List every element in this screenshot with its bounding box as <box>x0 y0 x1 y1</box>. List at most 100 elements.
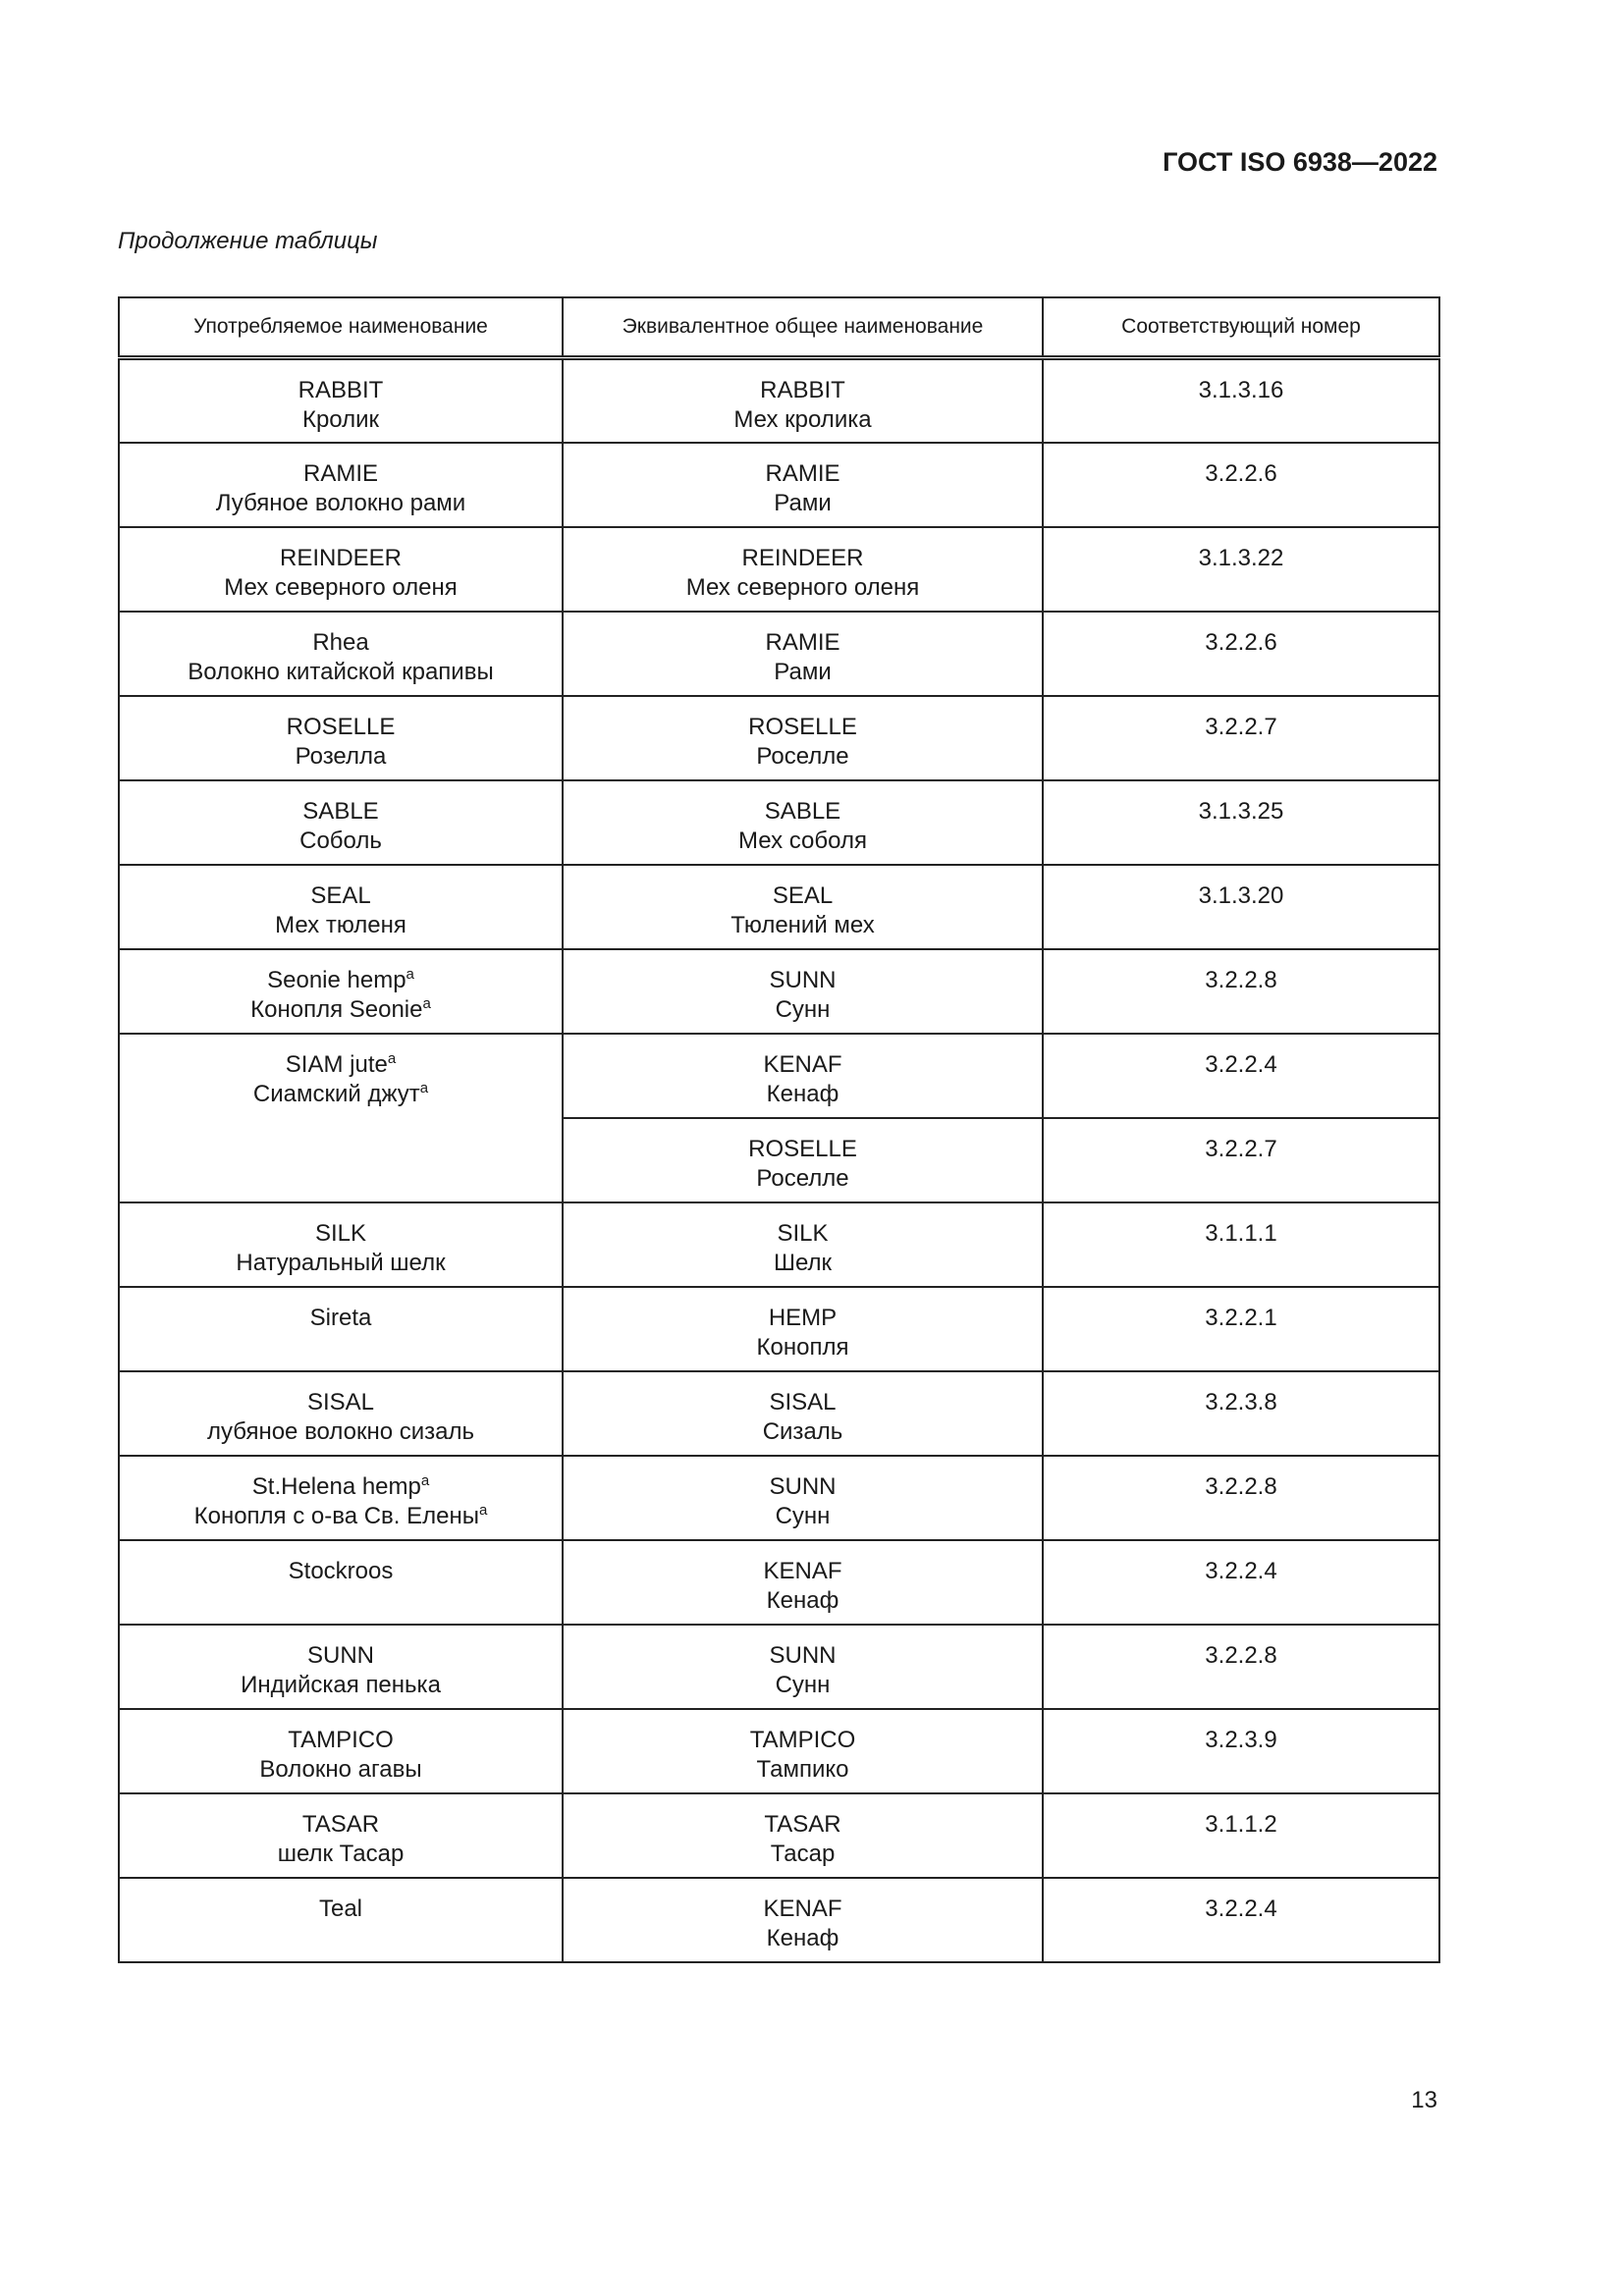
used-name-cell-text: Конопля Seonie <box>250 995 423 1023</box>
equivalent-name-cell: TASAR Тасар <box>562 1791 1044 1879</box>
used-name-cell-line: TASAR <box>120 1810 562 1840</box>
table-row: St.Helena hempa Конопля с о-ва Св. Еленыa… <box>118 1454 1440 1541</box>
equivalent-name-cell-text: Тампико <box>756 1755 849 1783</box>
number-cell: 3.2.2.8 <box>1042 1623 1440 1710</box>
equivalent-name-cell-line: Роселле <box>564 1164 1042 1194</box>
equivalent-name-cell-text: Тасар <box>770 1840 836 1867</box>
used-name-cell-text: SIAM jute <box>285 1050 388 1078</box>
used-name-cell-text: REINDEER <box>279 544 403 571</box>
column-header-used-name: Употребляемое наименование <box>118 296 564 360</box>
used-name-cell-text: Сиамский джут <box>252 1080 420 1107</box>
used-name-cell-line: Мех северного оленя <box>120 573 562 603</box>
used-name-cell-line: ROSELLE <box>120 713 562 742</box>
equivalent-name-cell: KENAF Кенаф <box>562 1032 1044 1119</box>
footnote-mark: a <box>419 1079 429 1096</box>
used-name-cell: RABBIT Кролик <box>118 356 564 444</box>
used-name-cell-text: Seonie hemp <box>267 966 406 993</box>
equivalent-name-cell-text: ROSELLE <box>748 1135 857 1162</box>
used-name-cell-text: Волокно агавы <box>259 1755 422 1783</box>
equivalent-name-cell: KENAF Кенаф <box>562 1876 1044 1963</box>
equivalent-name-cell-text: Роселле <box>756 1164 849 1192</box>
equivalent-name-cell-text: Сунн <box>775 1671 831 1698</box>
equivalent-name-cell-text: Мех северного оленя <box>685 573 920 601</box>
equivalent-name-cell-text: Сунн <box>775 1502 831 1529</box>
used-name-cell: SIAM jutea Сиамский джутa <box>118 1032 564 1203</box>
equivalent-name-cell: TAMPICO Тампико <box>562 1707 1044 1794</box>
used-name-cell-line: Розелла <box>120 742 562 772</box>
used-name-cell-text: Rhea <box>312 628 369 656</box>
table-row: ROSELLE Роселле 3.2.2.7 <box>119 1116 1440 1203</box>
number-cell: 3.2.3.9 <box>1042 1707 1440 1794</box>
used-name-cell-text: Волокно китайской крапивы <box>188 658 494 685</box>
table-row: SEAL Мех тюленя SEAL Тюлений мех 3.1.3.20 <box>118 863 1440 950</box>
equivalent-name-cell: ROSELLE Роселле <box>562 1116 1044 1203</box>
table-header-row: Употребляемое наименование Эквивалентное… <box>118 296 1440 360</box>
number-cell: 3.2.2.4 <box>1042 1538 1440 1626</box>
number-cell: 3.2.2.8 <box>1042 1454 1440 1541</box>
used-name-cell: St.Helena hempa Конопля с о-ва Св. Еленыa <box>118 1454 564 1541</box>
equivalent-name-cell-line: RAMIE <box>564 459 1042 489</box>
used-name-cell-text: Индийская пенька <box>241 1671 441 1698</box>
number-cell: 3.1.3.20 <box>1042 863 1440 950</box>
used-name-cell-text: Sireta <box>309 1304 372 1331</box>
used-name-cell-text: лубяное волокно сизаль <box>206 1417 475 1445</box>
used-name-cell-line: Sireta <box>120 1304 562 1333</box>
equivalent-name-cell: SUNN Сунн <box>562 1454 1044 1541</box>
equivalent-name-cell-line: Сунн <box>564 995 1042 1025</box>
used-name-cell-line: St.Helena hempa <box>120 1472 562 1502</box>
equivalent-name-cell-line: SUNN <box>564 1641 1042 1671</box>
used-name-cell-line: Teal <box>120 1895 562 1924</box>
number-cell: 3.2.2.8 <box>1042 947 1440 1035</box>
used-name-cell: TASAR шелк Тасар <box>118 1791 564 1879</box>
equivalent-name-cell-line: SUNN <box>564 1472 1042 1502</box>
used-name-cell-line: Мех тюленя <box>120 911 562 940</box>
equivalent-name-cell-line: Рами <box>564 658 1042 687</box>
used-name-cell-text: TAMPICO <box>288 1726 394 1753</box>
table-row: SISAL лубяное волокно сизаль SISAL Сизаль 3.… <box>118 1369 1440 1457</box>
table-row: Rhea Волокно китайской крапивы RAMIE Рами 3.… <box>118 610 1440 697</box>
equivalent-name-cell-text: RAMIE <box>765 459 840 487</box>
used-name-cell: SILK Натуральный шелк <box>118 1201 564 1288</box>
equivalent-name-cell-text: HEMP <box>768 1304 838 1331</box>
used-name-cell-line: Rhea <box>120 628 562 658</box>
used-name-cell-line: Волокно китайской крапивы <box>120 658 562 687</box>
used-name-cell-line: SUNN <box>120 1641 562 1671</box>
number-cell: 3.2.2.4 <box>1042 1032 1440 1119</box>
used-name-cell: SABLE Соболь <box>118 778 564 866</box>
equivalent-name-cell-text: TASAR <box>764 1810 841 1838</box>
equivalent-name-cell: RAMIE Рами <box>562 441 1044 528</box>
used-name-cell-line: SIAM jutea <box>120 1050 562 1080</box>
used-name-cell-text: RABBIT <box>298 377 384 403</box>
equivalent-name-cell-line: KENAF <box>564 1050 1042 1080</box>
used-name-cell-line: Соболь <box>120 827 562 856</box>
used-name-cell: RAMIE Лубяное волокно рами <box>118 441 564 528</box>
used-name-cell: Stockroos <box>118 1538 564 1626</box>
equivalent-name-cell-line: Мех кролика <box>564 405 1042 435</box>
number-cell: 3.2.2.1 <box>1042 1285 1440 1372</box>
equivalent-name-cell-text: Роселле <box>756 742 849 770</box>
equivalent-name-cell-text: RABBIT <box>760 377 845 403</box>
used-name-cell-text: Конопля с о-ва Св. Елены <box>193 1502 480 1529</box>
used-name-cell: TAMPICO Волокно агавы <box>118 1707 564 1794</box>
used-name-cell-line: Seonie hempa <box>120 966 562 995</box>
equivalent-name-cell-text: SISAL <box>769 1388 837 1415</box>
equivalent-name-cell-line: TAMPICO <box>564 1726 1042 1755</box>
used-name-cell-text: Натуральный шелк <box>236 1249 446 1276</box>
number-cell: 3.2.2.7 <box>1042 1116 1440 1203</box>
table-row: SABLE Соболь SABLE Мех соболя 3.1.3.25 <box>118 778 1440 866</box>
used-name-cell-line: Сиамский джутa <box>120 1080 562 1109</box>
footnote-mark: a <box>387 1049 397 1067</box>
table-row: RAMIE Лубяное волокно рами RAMIE Рами 3.2.2.… <box>118 441 1440 528</box>
footnote-mark: a <box>479 1501 488 1519</box>
used-name-cell-line: Натуральный шелк <box>120 1249 562 1278</box>
used-name-cell-text: SUNN <box>306 1641 374 1669</box>
equivalent-name-cell-text: Кенаф <box>766 1586 839 1614</box>
number-cell: 3.1.1.1 <box>1042 1201 1440 1288</box>
used-name-cell-text: Соболь <box>299 827 382 854</box>
equivalent-name-cell-text: SABLE <box>764 797 841 825</box>
equivalent-name-cell-text: SEAL <box>772 881 834 909</box>
used-name-cell-text: SABLE <box>302 797 379 825</box>
equivalent-name-cell: REINDEER Мех северного оленя <box>562 525 1044 613</box>
equivalent-name-cell-text: Рами <box>774 658 832 685</box>
number-cell: 3.2.2.4 <box>1042 1876 1440 1963</box>
